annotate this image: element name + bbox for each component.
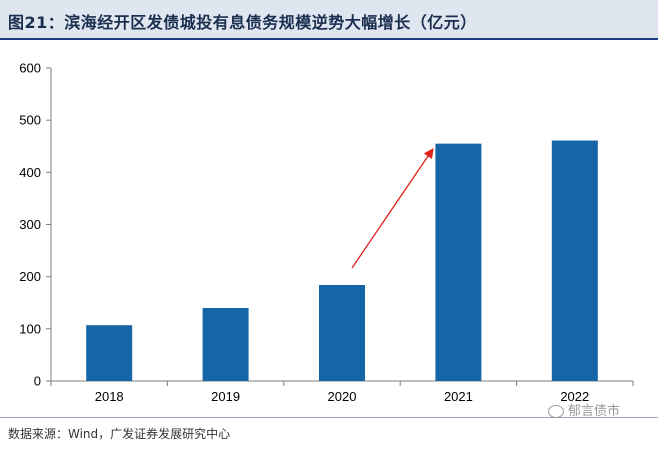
watermark: 郁言债市 [548, 400, 620, 419]
y-tick-label: 0 [34, 374, 41, 389]
y-tick-label: 100 [19, 321, 41, 336]
title-underline [0, 38, 658, 40]
x-tick-label: 2020 [328, 389, 357, 404]
y-tick-label: 600 [19, 61, 41, 76]
wechat-icon [548, 405, 564, 418]
x-tick-label: 2021 [444, 389, 473, 404]
footer-divider [0, 417, 658, 418]
bar-2022 [551, 140, 598, 381]
source-note: 数据来源：Wind，广发证券发展研究中心 [8, 427, 231, 441]
bar-chart: 0 100 200 300 400 500 600 2018 2019 2020 2021 2022 [19, 61, 634, 404]
title-bar: 图21：滨海经开区发债城投有息债务规模逆势大幅增长（亿元） [0, 0, 658, 40]
y-tick-label: 300 [19, 217, 41, 232]
x-tick-label: 2019 [211, 389, 240, 404]
growth-arrow [351, 147, 434, 269]
y-tick-label: 400 [19, 165, 41, 180]
y-tick-label: 200 [19, 269, 41, 284]
y-tick-label: 500 [19, 113, 41, 128]
bar-2018 [86, 325, 133, 381]
x-tick-label: 2022 [560, 389, 589, 404]
bar-2020 [319, 285, 365, 381]
bar-2019 [202, 307, 249, 381]
x-tick-label: 2018 [95, 389, 124, 404]
watermark-text: 郁言债市 [568, 404, 621, 419]
bar-2021 [435, 143, 482, 381]
chart-title: 图21：滨海经开区发债城投有息债务规模逆势大幅增长（亿元） [8, 13, 477, 32]
